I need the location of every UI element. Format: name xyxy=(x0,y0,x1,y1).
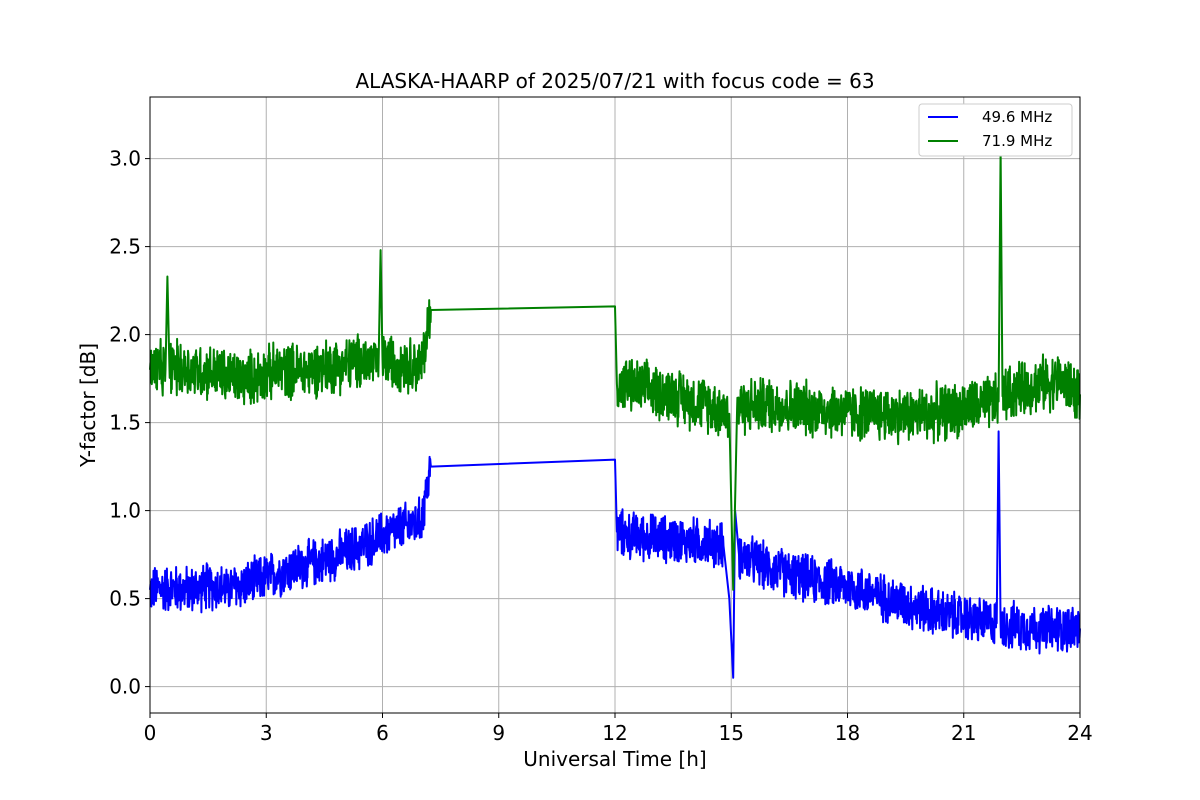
x-tick-label: 18 xyxy=(835,721,860,745)
x-tick-label: 12 xyxy=(602,721,627,745)
legend-label-71-9: 71.9 MHz xyxy=(982,132,1052,150)
y-tick-label: 1.0 xyxy=(109,499,141,523)
x-tick-label: 24 xyxy=(1067,721,1092,745)
legend: 49.6 MHz 71.9 MHz xyxy=(918,103,1073,157)
y-axis-label: Y-factor [dB] xyxy=(76,343,100,468)
y-tick-label: 3.0 xyxy=(109,147,141,171)
x-tick-label: 6 xyxy=(376,721,389,745)
x-axis-label: Universal Time [h] xyxy=(523,747,706,771)
series-line-49-6-mhz xyxy=(149,430,1081,679)
y-tick-label: 2.5 xyxy=(109,235,141,259)
y-tick-label: 2.0 xyxy=(109,323,141,347)
series-layer xyxy=(149,148,1081,679)
y-tick-label: 1.5 xyxy=(109,411,141,435)
x-tick-label: 3 xyxy=(260,721,273,745)
series-line-71-9-mhz xyxy=(149,148,1081,591)
y-tick-label: 0.0 xyxy=(109,675,141,699)
x-tick-label: 0 xyxy=(144,721,157,745)
y-tick-label: 0.5 xyxy=(109,587,141,611)
x-tick-label: 21 xyxy=(951,721,976,745)
x-tick-label: 9 xyxy=(492,721,505,745)
ticks: 0 3 6 9 12 15 18 21 24 0.0 0.5 1.0 1.5 2.0 2.5 3.0 xyxy=(109,147,1093,745)
legend-label-49-6: 49.6 MHz xyxy=(982,108,1052,126)
chart-title: ALASKA-HAARP of 2025/07/21 with focus co… xyxy=(355,69,874,93)
x-tick-label: 15 xyxy=(719,721,744,745)
